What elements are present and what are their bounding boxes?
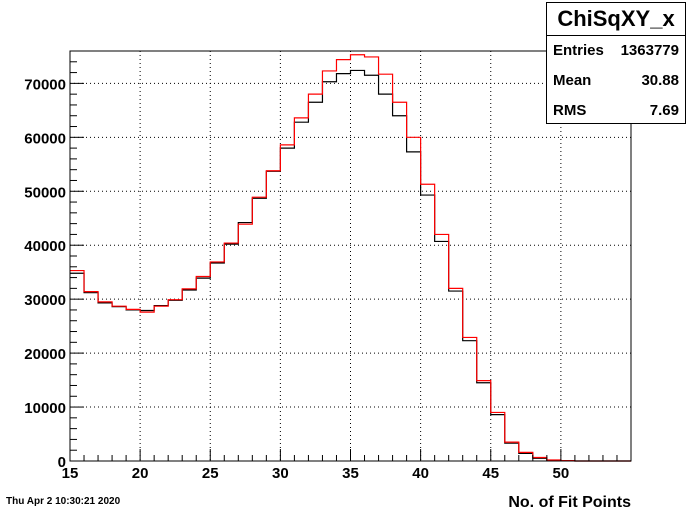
- mean-value: 30.88: [641, 72, 679, 89]
- x-tick-label: 30: [272, 465, 289, 482]
- x-axis-title: No. of Fit Points: [508, 494, 631, 511]
- series-layer: [70, 54, 631, 462]
- x-tick-label: 45: [482, 465, 499, 482]
- y-tick-label: 10000: [24, 400, 66, 417]
- stats-box: ChiSqXY_x Entries 1363779 Mean 30.88 RMS…: [546, 2, 686, 124]
- x-tick-label: 50: [553, 465, 570, 482]
- y-tick-label: 70000: [24, 76, 66, 93]
- y-tick-label: 40000: [24, 238, 66, 255]
- stats-row-rms: RMS 7.69: [547, 96, 685, 126]
- mean-label: Mean: [553, 72, 592, 89]
- entries-value: 1363779: [620, 42, 679, 59]
- y-tick-label: 50000: [24, 184, 66, 201]
- x-tick-label: 15: [62, 465, 79, 482]
- stats-row-mean: Mean 30.88: [547, 66, 685, 96]
- x-tick-label: 25: [202, 465, 219, 482]
- x-tick-label: 35: [342, 465, 359, 482]
- axis-ticks: [69, 61, 618, 462]
- y-tick-label: 60000: [24, 130, 66, 147]
- grid-lines: [70, 51, 631, 461]
- date-stamp: Thu Apr 2 10:30:21 2020: [6, 496, 121, 507]
- y-tick-label: 30000: [24, 292, 66, 309]
- entries-label: Entries: [553, 42, 604, 59]
- stats-row-entries: Entries 1363779: [547, 36, 685, 66]
- x-tick-label: 40: [412, 465, 429, 482]
- series-line-1: [70, 69, 631, 462]
- stats-title: ChiSqXY_x: [547, 3, 685, 36]
- tick-labels: 15 20 25 30 35 40 45 50 0 10000 20000 30000 40000 500…: [24, 76, 569, 482]
- rms-label: RMS: [553, 102, 587, 119]
- y-tick-label: 0: [58, 454, 66, 471]
- x-tick-label: 20: [132, 465, 149, 482]
- rms-value: 7.69: [649, 102, 679, 119]
- y-tick-label: 20000: [24, 346, 66, 363]
- series-line-2: [70, 54, 631, 462]
